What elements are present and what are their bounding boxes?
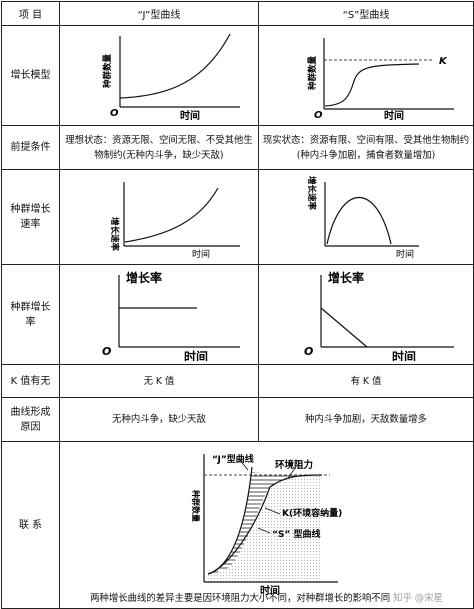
label-growth-rate: 种群增长率 <box>1 264 60 365</box>
j-speed-curve <box>124 187 219 243</box>
y-axis-label: 种群数量 <box>191 489 201 522</box>
j-rate-cell: 增长率 O 时间 <box>59 264 259 365</box>
row-premise: 前提条件 理想状态：资源无限、空间无限、不受其他生物制约(无种内斗争，缺少天敌)… <box>1 125 474 170</box>
s-curve-line <box>207 474 323 575</box>
row-growth-speed: 种群增长速率 时间 增长速率 时间 增长速率 <box>1 169 474 265</box>
s-growth-model-graph: K O 时间 种群数量 <box>307 38 454 122</box>
s-rate-line <box>320 307 368 348</box>
k-label: K <box>439 56 448 67</box>
y-axis-label: 种群数量 <box>307 55 318 91</box>
origin-label: O <box>314 110 323 121</box>
j-curve-label: “J”型曲线 <box>212 453 254 465</box>
j-model-cell: O 时间 种群数量 <box>59 25 259 126</box>
s-growth-rate-graph: 增长率 O 时间 <box>304 270 454 364</box>
s-rate-cell: 增长率 O 时间 <box>258 264 474 365</box>
row-cause: 曲线形成原因 无种内斗争，缺少天敌 种内斗争加剧，天敌数量增多 <box>1 397 474 442</box>
caption-text: 两种增长曲线的差异主要是因环境阻力大小不同，对种群增长的影响不同 <box>90 593 391 604</box>
relation-caption: 两种增长曲线的差异主要是因环境阻力大小不同，对种群增长的影响不同 知乎 @宋星 <box>61 590 473 604</box>
s-cause: 种内斗争加剧，天敌数量增多 <box>258 397 474 442</box>
j-growth-model-graph: O 时间 种群数量 <box>102 33 240 122</box>
label-cause: 曲线形成原因 <box>1 397 60 442</box>
header-s-curve: “S”型曲线 <box>258 1 474 26</box>
j-speed-cell: 时间 增长速率 <box>59 169 259 265</box>
x-axis-label: 时间 <box>180 109 200 122</box>
origin-label: O <box>102 345 111 358</box>
origin-label: O <box>110 108 119 119</box>
resistance-area <box>208 472 320 574</box>
y-axis-label: 种群数量 <box>102 53 113 89</box>
x-axis-label: 时间 <box>192 248 210 260</box>
s-speed-cell: 时间 增长速率 <box>258 169 474 265</box>
s-speed-curve <box>326 197 392 245</box>
y-axis-label: 增长率 <box>328 270 364 285</box>
label-relation: 联 系 <box>1 441 60 609</box>
row-k-value: K 值有无 无 K 值 有 K 值 <box>1 364 474 398</box>
relation-cell: “J”型曲线 环境阻力 K(环境容纳量) “S” 型曲线 时间 种群数量 两种增… <box>59 441 474 609</box>
x-axis-label: 时间 <box>396 248 414 260</box>
row-growth-model: 增长模型 O 时间 种群数量 K O 时间 种群数量 <box>1 25 474 126</box>
relation-graph: “J”型曲线 环境阻力 K(环境容纳量) “S” 型曲线 时间 种群数量 <box>191 453 342 597</box>
y-axis-label: 增长速率 <box>306 176 317 211</box>
label-k-value: K 值有无 <box>1 364 60 398</box>
x-axis-label: 时间 <box>384 109 404 122</box>
label-growth-model: 增长模型 <box>1 25 60 126</box>
s-premise: 现实状态：资源有限、空间有限、受其他生物制约(种内斗争加剧，捕食者数量增加) <box>258 125 474 170</box>
j-curve-line <box>119 33 231 99</box>
row-relation: 联 系 <box>1 441 474 609</box>
j-cause: 无种内斗争，缺少天敌 <box>59 397 259 442</box>
y-axis-label: 增长率 <box>126 270 162 285</box>
j-premise: 理想状态：资源无限、空间无限、不受其他生物制约(无种内斗争，缺少天敌) <box>59 125 259 170</box>
s-model-cell: K O 时间 种群数量 <box>258 25 474 126</box>
s-k-value: 有 K 值 <box>258 364 474 398</box>
y-axis-label: 增长速率 <box>109 217 120 252</box>
j-growth-speed-graph: 时间 增长速率 <box>109 182 240 260</box>
label-premise: 前提条件 <box>1 125 60 170</box>
watermark: 知乎 @宋星 <box>393 593 443 604</box>
s-curve-label: “S” 型曲线 <box>272 528 320 540</box>
x-axis-label: 时间 <box>392 349 416 361</box>
s-curve-line <box>324 63 420 107</box>
x-axis-label: 时间 <box>184 349 208 361</box>
origin-label: O <box>304 345 313 358</box>
header-j-curve: “J”型曲线 <box>59 1 259 26</box>
x-axis-label: 时间 <box>260 584 280 597</box>
header-row: 项 目 “J”型曲线 “S”型曲线 <box>1 1 474 26</box>
label-growth-speed: 种群增长速率 <box>1 169 60 265</box>
s-area <box>208 475 320 582</box>
j-growth-rate-graph: 增长率 O 时间 <box>102 270 240 364</box>
k-capacity-label: K(环境容纳量) <box>282 507 342 519</box>
row-growth-rate: 种群增长率 增长率 O 时间 增长率 O 时间 <box>1 264 474 365</box>
resistance-label: 环境阻力 <box>275 459 313 471</box>
s-growth-speed-graph: 时间 增长速率 <box>306 176 419 260</box>
header-item: 项 目 <box>1 1 60 26</box>
j-k-value: 无 K 值 <box>59 364 259 398</box>
